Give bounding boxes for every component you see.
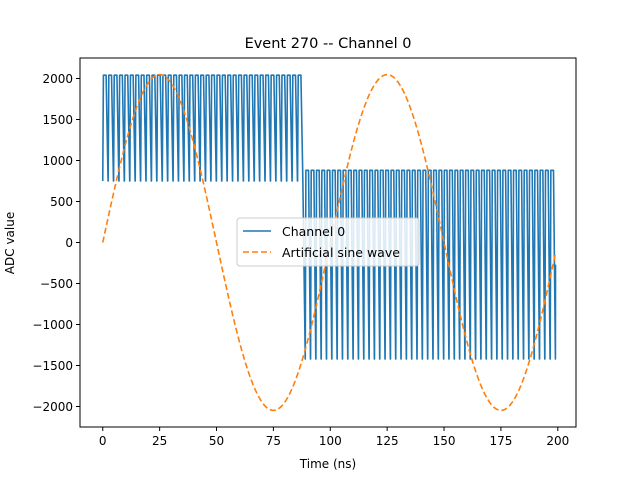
x-axis-title: Time (ns) bbox=[299, 457, 356, 471]
chart-title: Event 270 -- Channel 0 bbox=[245, 36, 412, 52]
y-axis-title: ADC value bbox=[3, 212, 17, 274]
y-tick-label: −1500 bbox=[32, 359, 73, 373]
y-axis: −2000 −1500 −1000 −500 0 500 1000 1500 2000 bbox=[32, 72, 80, 414]
x-axis: 0 25 50 75 100 125 150 175 200 bbox=[99, 427, 569, 448]
x-tick-label: 175 bbox=[489, 434, 512, 448]
series-line-sine-wave bbox=[101, 73, 557, 412]
x-tick-label: 75 bbox=[266, 434, 281, 448]
y-tick-label: 0 bbox=[65, 236, 73, 250]
legend: Channel 0 Artificial sine wave bbox=[236, 217, 420, 267]
series-line-channel-0 bbox=[101, 74, 557, 360]
legend-frame bbox=[236, 217, 420, 267]
x-tick-label: 150 bbox=[433, 434, 456, 448]
y-tick-label: −1000 bbox=[32, 318, 73, 332]
x-tick-label: 125 bbox=[376, 434, 399, 448]
y-tick-label: 500 bbox=[50, 195, 73, 209]
legend-label-channel-0: Channel 0 bbox=[282, 224, 345, 239]
x-tick-label: 100 bbox=[319, 434, 342, 448]
x-tick-label: 200 bbox=[546, 434, 569, 448]
y-tick-label: −2000 bbox=[32, 400, 73, 414]
series-layer bbox=[101, 73, 557, 412]
x-tick-label: 50 bbox=[209, 434, 224, 448]
x-tick-label: 25 bbox=[152, 434, 167, 448]
y-tick-label: 1500 bbox=[42, 113, 73, 127]
y-tick-label: 1000 bbox=[42, 154, 73, 168]
x-tick-label: 0 bbox=[99, 434, 107, 448]
legend-label-sine-wave: Artificial sine wave bbox=[282, 245, 400, 260]
y-tick-label: 2000 bbox=[42, 72, 73, 86]
y-tick-label: −500 bbox=[40, 277, 73, 291]
